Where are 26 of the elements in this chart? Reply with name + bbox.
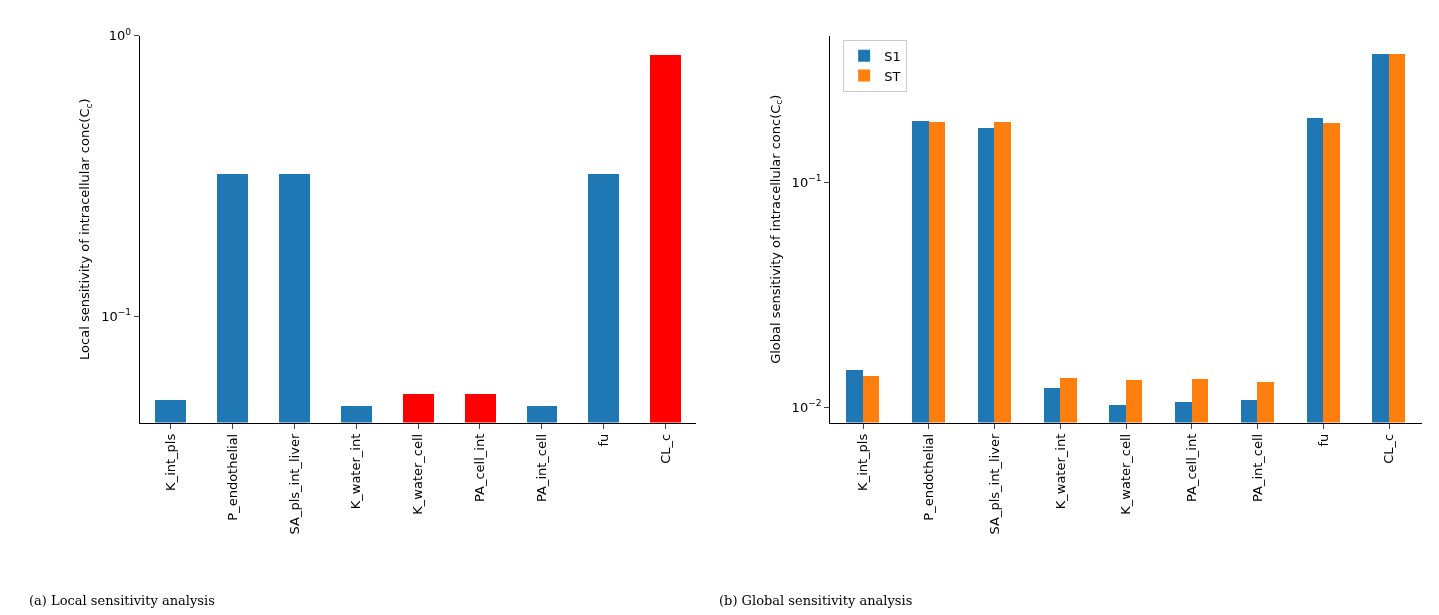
y-tick-label: 10$^{0}$	[108, 26, 132, 44]
x-tick-label: K_water_cell	[1118, 433, 1134, 515]
x-tick-label: K_int_pls	[162, 433, 178, 491]
x-tick-label: PA_int_cell	[533, 433, 549, 502]
x-tick-label: fu	[1315, 433, 1331, 447]
x-tick-label: K_int_pls	[855, 433, 871, 491]
text: (a) Local sensitivity analysis	[29, 593, 215, 608]
y-tick-label: 10$^{−1}$	[101, 307, 132, 324]
x-tick-label: K_water_int	[348, 433, 364, 510]
legend-label: ST	[884, 68, 901, 84]
text: (b) Global sensitivity analysis	[719, 593, 913, 608]
y-tick-label: 10$^{−1}$	[791, 173, 822, 190]
y-tick-label: 10$^{−2}$	[791, 398, 822, 415]
x-tick-label: SA_pls_int_liver	[286, 433, 302, 535]
x-tick-label: PA_int_cell	[1249, 433, 1265, 502]
x-tick-label: PA_cell_int	[472, 433, 488, 502]
x-tick-label: K_water_int	[1052, 433, 1068, 510]
x-tick-label: CL_c	[1381, 433, 1397, 464]
x-tick-label: SA_pls_int_liver	[986, 433, 1002, 535]
legend-label: S1	[884, 48, 901, 64]
x-tick-label: P_endothelial	[224, 433, 240, 521]
x-tick-label: CL_c	[657, 433, 673, 464]
x-tick-label: K_water_cell	[410, 433, 426, 515]
x-tick-label: fu	[595, 433, 611, 447]
x-tick-label: PA_cell_int	[1184, 433, 1200, 502]
x-tick-label: P_endothelial	[921, 433, 937, 521]
